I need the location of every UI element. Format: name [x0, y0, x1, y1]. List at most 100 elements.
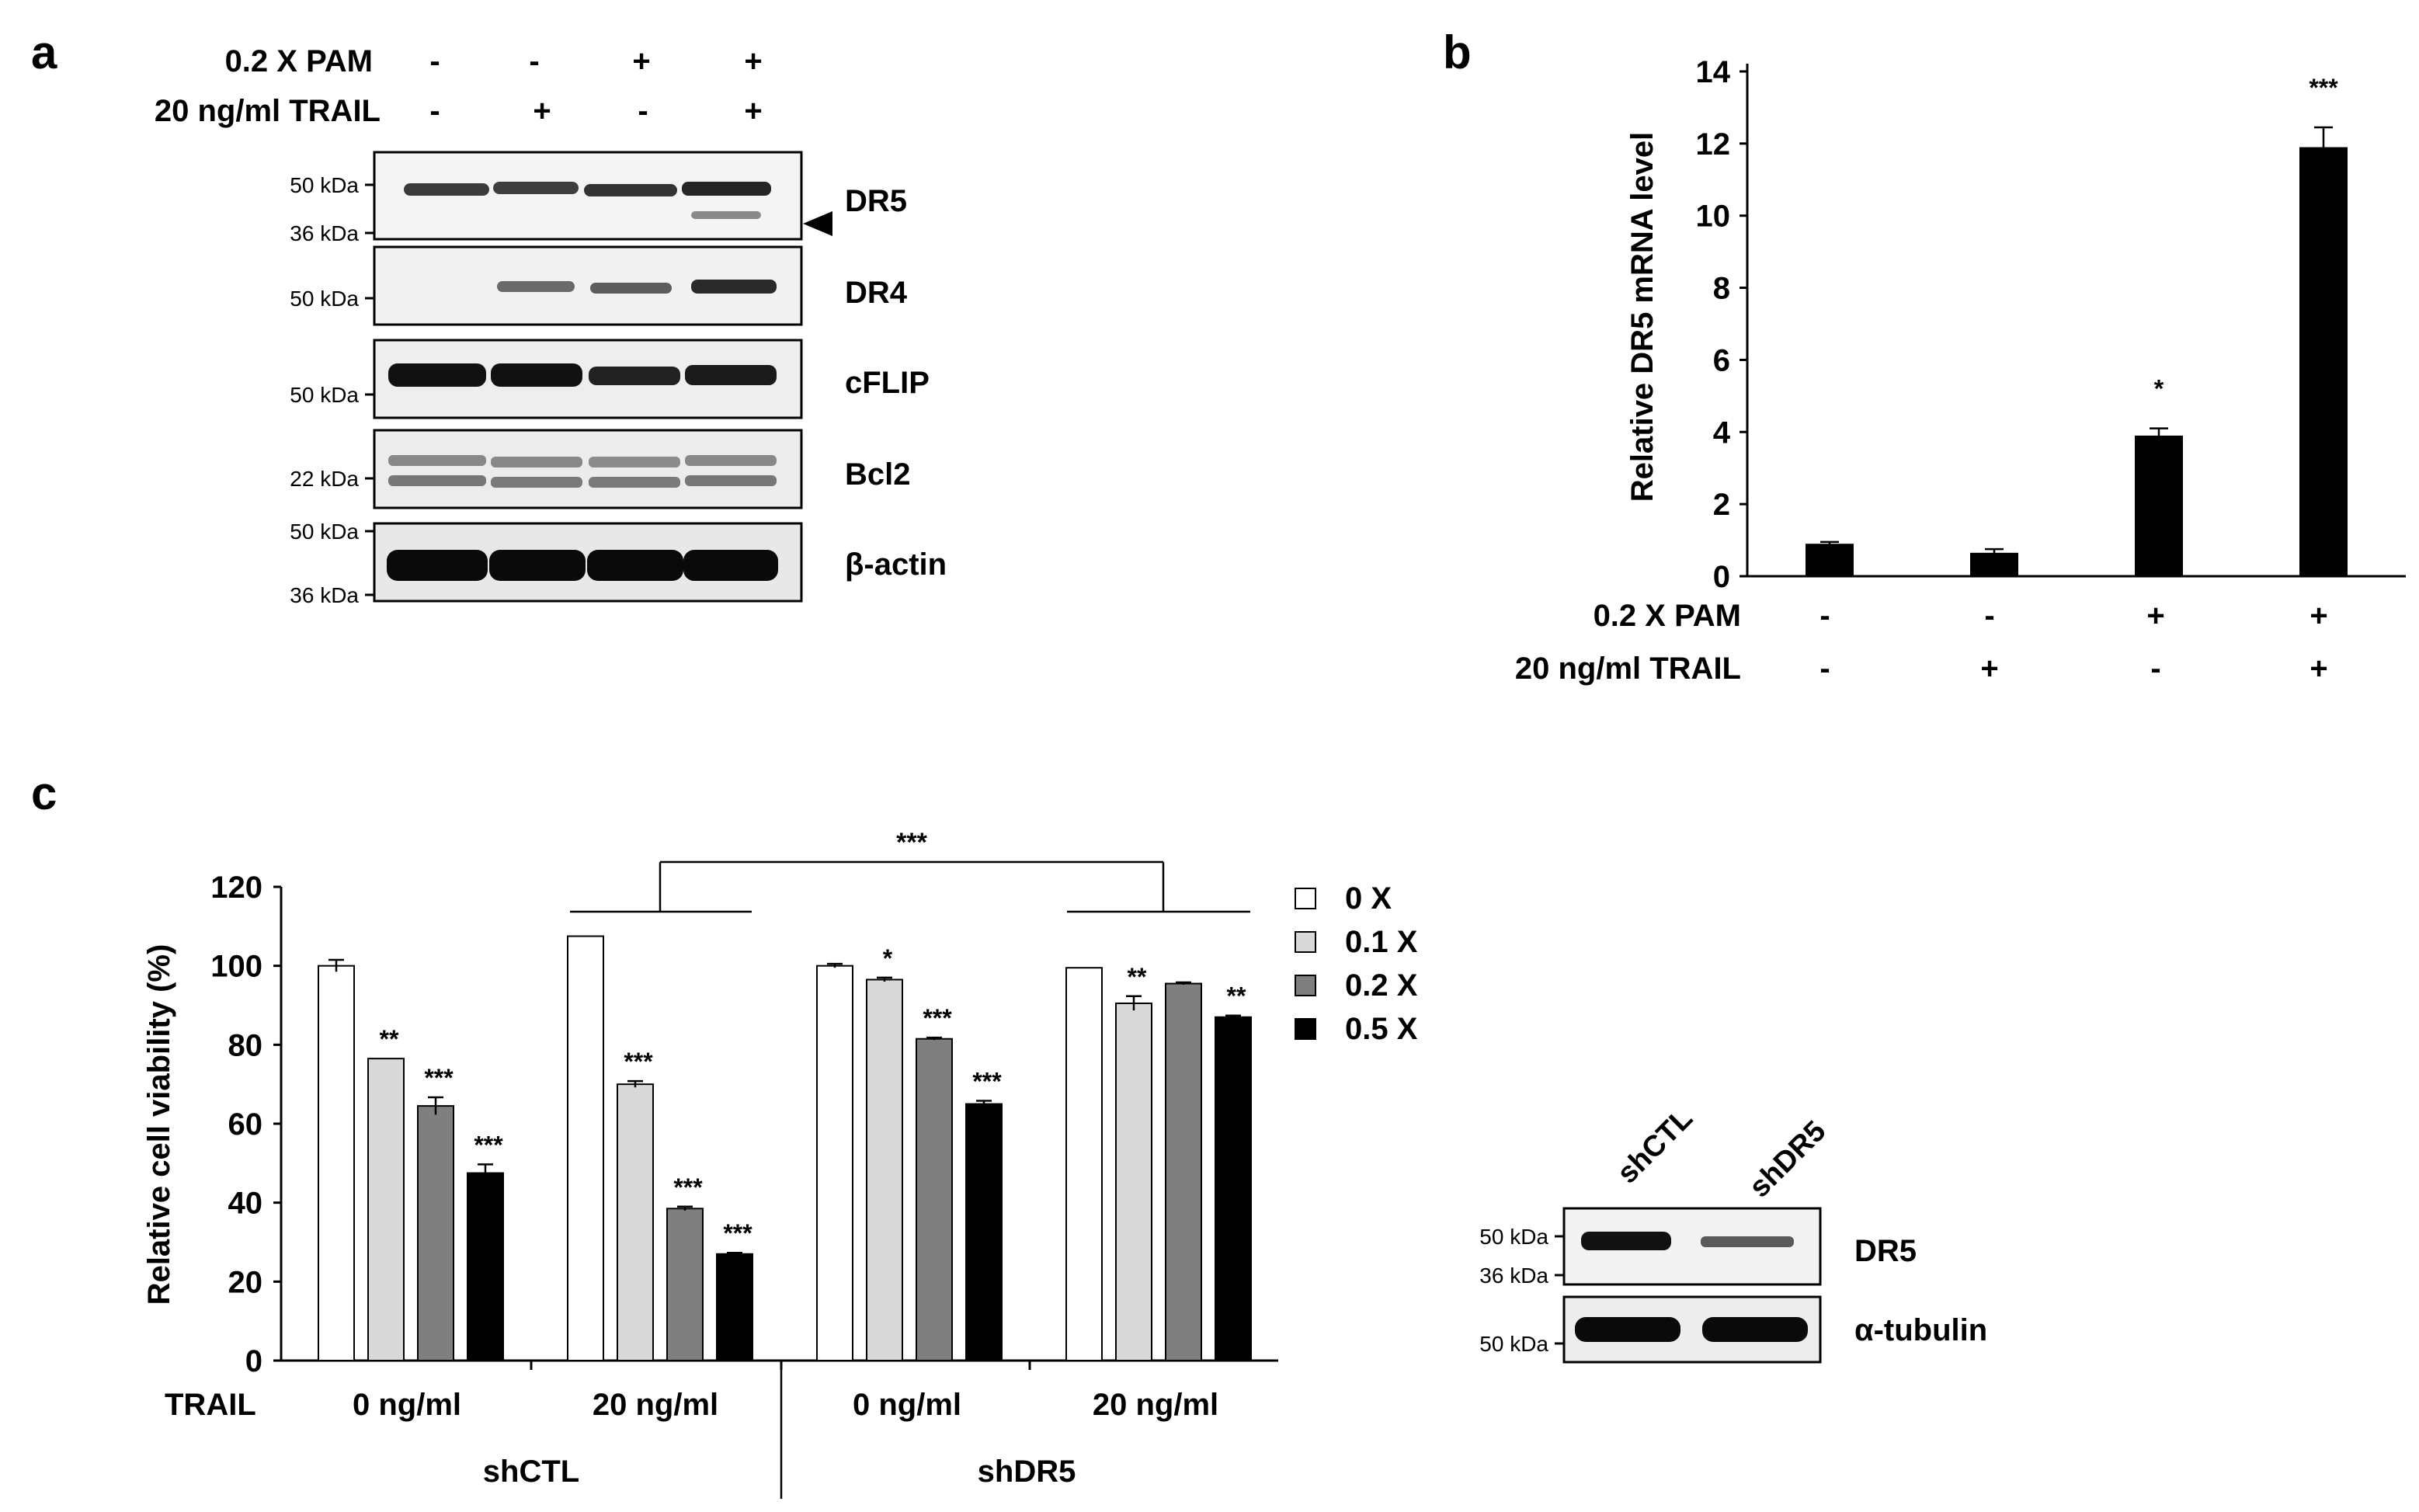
blot-label-dr4: DR4	[845, 276, 908, 310]
b-trail-sign: -	[1819, 652, 1830, 686]
trail-sign: +	[744, 94, 762, 128]
b-pam-label: 0.2 X PAM	[1594, 599, 1741, 633]
marker-label: 50 kDa	[1479, 1225, 1548, 1249]
panel-c-letter: c	[31, 767, 57, 819]
inset-blot-label-tubulin: α-tubulin	[1854, 1313, 1987, 1347]
bar	[1165, 982, 1202, 1361]
group-label-shdr5: shDR5	[978, 1455, 1076, 1489]
y-tick-label: 120	[210, 871, 262, 905]
chart-b-ylabel: Relative DR5 mRNA level	[1625, 132, 1660, 502]
marker-label: 36 kDa	[1479, 1263, 1548, 1288]
b-trail-sign-row: - + - +	[1819, 652, 2327, 686]
blot-bcl2: 22 kDa Bcl2	[290, 429, 911, 509]
trail-sign: -	[638, 94, 648, 128]
bar	[417, 1105, 454, 1361]
pam-sign: -	[529, 44, 539, 78]
y-tick-label: 60	[228, 1107, 263, 1142]
significance-label: **	[1128, 963, 1147, 991]
pam-row-label: 0.2 X PAM	[225, 44, 373, 78]
significance-label: ***	[624, 1048, 653, 1076]
b-pam-sign: -	[1819, 599, 1830, 633]
blot-dr5: 50 kDa 36 kDa DR5	[290, 151, 907, 245]
blot-beta-actin: 50 kDa 36 kDa β-actin	[290, 520, 947, 607]
y-tick-label: 14	[1696, 55, 1731, 89]
chart-b-bars: ****	[1806, 74, 2348, 576]
y-tick-label: 20	[228, 1265, 263, 1299]
b-pam-sign: +	[2146, 599, 2164, 633]
legend-label: 0.1 X	[1345, 925, 1418, 959]
marker-label: 50 kDa	[290, 520, 359, 544]
bar	[1970, 552, 2018, 576]
blot-label-bcl2: Bcl2	[845, 457, 911, 492]
comparison-bracket	[570, 860, 1250, 913]
panel-b-letter: b	[1443, 26, 1472, 78]
significance-label: ***	[474, 1131, 503, 1159]
y-tick-label: 100	[210, 950, 262, 984]
bar	[965, 1103, 1003, 1362]
y-tick-label: 0	[1713, 560, 1730, 594]
marker-label: 50 kDa	[290, 287, 359, 311]
b-trail-sign: +	[2310, 652, 2327, 686]
inset-blot: shCTL shDR5 50 kDa 36 kDa DR5 50 kDa α-t…	[1479, 1102, 1987, 1364]
y-tick-label: 10	[1696, 200, 1731, 234]
legend-swatch	[1295, 1018, 1316, 1040]
legend-label: 0.5 X	[1345, 1012, 1418, 1046]
blot-label-beta-actin: β-actin	[845, 547, 947, 582]
significance-label: ***	[424, 1064, 454, 1092]
panel-a: a 0.2 X PAM 20 ng/ml TRAIL - - + + - + -…	[31, 26, 947, 607]
bar	[617, 1083, 654, 1361]
y-tick-label: 6	[1713, 343, 1730, 377]
bar	[567, 935, 604, 1361]
marker-label: 50 kDa	[290, 383, 359, 407]
bar	[916, 1038, 953, 1362]
blot-label-dr5: DR5	[845, 184, 907, 218]
bar	[2299, 147, 2348, 576]
legend-swatch	[1295, 931, 1316, 953]
chart-b-axes: 0 2 4 6 8 10 12 14	[1696, 55, 2406, 594]
pam-sign: +	[744, 44, 762, 78]
pam-sign-row: - - + +	[429, 44, 762, 78]
b-trail-sign: -	[2150, 652, 2160, 686]
bar	[666, 1208, 704, 1361]
c-trail-label: 20 ng/ml	[1093, 1388, 1218, 1422]
inset-lane-label: shDR5	[1743, 1115, 1833, 1204]
c-trail-label: 0 ng/ml	[353, 1388, 461, 1422]
bar	[367, 1058, 405, 1361]
bar	[816, 965, 853, 1361]
panel-c: c Relative cell viability (%) 0 20 40 60 80 1…	[31, 767, 1987, 1499]
trail-sign: +	[533, 94, 551, 128]
bar	[2135, 435, 2183, 576]
pam-sign: -	[429, 44, 440, 78]
chart-c-bars: ****************************	[318, 935, 1252, 1362]
legend-swatch	[1295, 975, 1316, 996]
trail-sign-row: - + - +	[429, 94, 762, 128]
significance-label: *	[883, 944, 893, 972]
y-tick-label: 2	[1713, 488, 1730, 522]
bracket-significance: ***	[896, 828, 927, 857]
bar	[716, 1253, 753, 1361]
marker-label: 22 kDa	[290, 467, 359, 491]
y-tick-label: 4	[1713, 415, 1731, 450]
b-pam-sign: +	[2310, 599, 2327, 633]
significance-label: **	[380, 1025, 399, 1053]
significance-label: ***	[723, 1219, 752, 1247]
bar	[1215, 1016, 1252, 1361]
bar	[1806, 544, 1854, 576]
marker-label: 36 kDa	[290, 583, 359, 607]
legend-swatch	[1295, 888, 1316, 909]
legend-label: 0.2 X	[1345, 968, 1418, 1003]
marker-label: 50 kDa	[1479, 1332, 1548, 1356]
group-label-shctl: shCTL	[483, 1455, 579, 1489]
trail-sign: -	[429, 94, 440, 128]
c-trail-label: 0 ng/ml	[853, 1388, 961, 1422]
b-pam-sign: -	[1984, 599, 1994, 633]
significance-label: ***	[673, 1173, 703, 1201]
b-trail-sign: +	[1980, 652, 1998, 686]
b-trail-label: 20 ng/ml TRAIL	[1515, 652, 1741, 686]
marker-label: 36 kDa	[290, 221, 359, 245]
trail-row-label-c: TRAIL	[165, 1388, 256, 1422]
b-pam-sign-row: - - + +	[1819, 599, 2327, 633]
blot-label-cflip: cFLIP	[845, 366, 930, 400]
chart-c-ylabel: Relative cell viability (%)	[142, 944, 176, 1305]
